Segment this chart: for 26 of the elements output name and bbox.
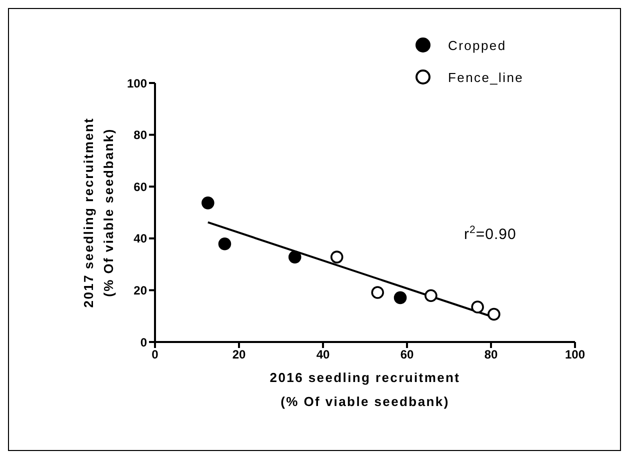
point	[288, 250, 302, 264]
point	[330, 250, 344, 264]
legend-label: Fence_line	[448, 70, 524, 84]
y-tick-label: 40	[134, 232, 148, 246]
x-axis-title: 2016 seedling recruitment (% Of viable seedbank)	[270, 370, 460, 409]
point	[218, 237, 232, 250]
annotation: r$^{2}$=0.90	[464, 224, 516, 243]
point	[471, 300, 484, 314]
point	[424, 289, 438, 302]
x-tick-label: 60	[400, 348, 414, 362]
point	[394, 291, 407, 304]
y-axis-title: 2017 seedling recruitment (% Of viable seedbank)	[81, 117, 116, 308]
x-tick-label: 0	[152, 348, 159, 362]
y-tick-label: 60	[134, 180, 148, 194]
point	[488, 308, 500, 321]
y-tick-label: 20	[134, 283, 148, 298]
y-tick-label: 0	[140, 335, 148, 350]
y-tick-label: 80	[134, 128, 148, 142]
x-tick-label: 80	[484, 348, 498, 362]
y-tick-label: 100	[126, 76, 148, 90]
point	[371, 286, 384, 299]
x-tick-label: 100	[564, 348, 586, 362]
x-tick-label: 40	[316, 348, 330, 362]
point	[202, 196, 214, 210]
legend-label: Cropped	[448, 38, 506, 52]
x-tick-label: 20	[232, 348, 246, 362]
